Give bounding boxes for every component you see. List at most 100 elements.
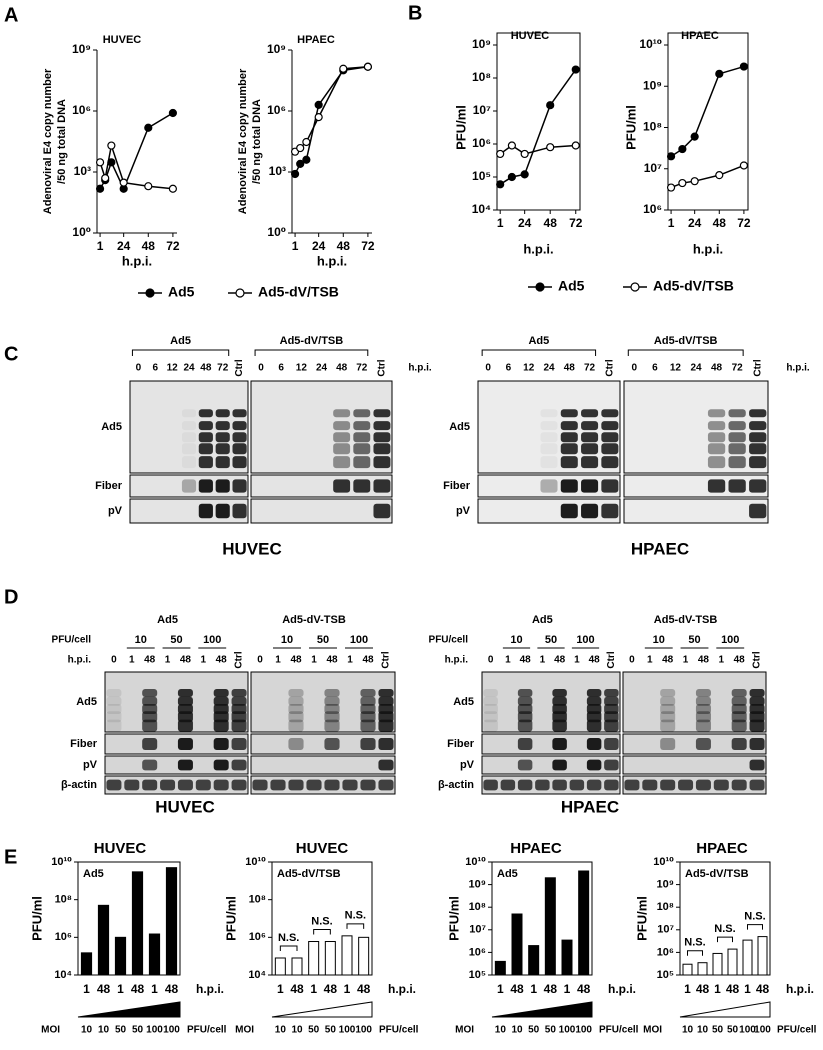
plot-frame bbox=[496, 32, 581, 211]
blot-band bbox=[215, 479, 230, 493]
blot-band bbox=[232, 432, 247, 443]
lane-label: 0 bbox=[258, 363, 264, 374]
blot-band bbox=[288, 779, 304, 791]
row-label: pV bbox=[460, 759, 475, 771]
row-label: β-actin bbox=[61, 779, 97, 791]
blot-band bbox=[177, 779, 193, 791]
blot-panel bbox=[250, 733, 396, 755]
blot-band bbox=[749, 689, 765, 697]
blot-band bbox=[483, 719, 498, 732]
blot-band bbox=[517, 738, 533, 750]
cell-label: HUVEC bbox=[222, 539, 282, 558]
group-label: Ad5-dV-TSB bbox=[282, 614, 346, 626]
data-point bbox=[546, 101, 555, 110]
group-bracket bbox=[627, 349, 744, 356]
blot-band bbox=[177, 759, 193, 771]
data-point bbox=[119, 178, 128, 187]
blot-band bbox=[177, 719, 193, 732]
blot-band bbox=[517, 759, 533, 771]
y-tick-label: 10⁵ bbox=[469, 969, 486, 981]
moi-label: 10 bbox=[697, 1025, 709, 1036]
blot-band bbox=[288, 696, 304, 706]
blot-band bbox=[586, 689, 602, 697]
bar bbox=[528, 945, 540, 976]
x-tick-label: 1 bbox=[744, 982, 751, 996]
blot-band bbox=[378, 759, 394, 771]
data-point bbox=[739, 161, 748, 170]
x-tick-label: 48 bbox=[696, 982, 710, 996]
blot-band bbox=[731, 711, 747, 723]
data-point bbox=[571, 141, 580, 150]
plot-frame bbox=[271, 861, 373, 976]
data-point bbox=[520, 170, 529, 179]
blot-band bbox=[360, 779, 376, 791]
dose-label: 10 bbox=[135, 634, 147, 646]
moi-label: 50 bbox=[528, 1025, 540, 1036]
blot-band bbox=[586, 696, 602, 706]
lane-label: 1 bbox=[647, 655, 653, 666]
data-point bbox=[302, 137, 311, 147]
data-point bbox=[314, 100, 323, 109]
y-tick-label: 10⁹ bbox=[472, 37, 491, 51]
blot-band bbox=[378, 719, 394, 732]
lane-label: 1 bbox=[275, 655, 281, 666]
x-tick-label: 1 bbox=[684, 982, 691, 996]
blot-band bbox=[353, 432, 371, 443]
x-tick-label: 1 bbox=[497, 982, 504, 996]
moi-wedge bbox=[491, 1001, 593, 1018]
x-tick-label: 24 bbox=[518, 216, 532, 230]
data-point bbox=[690, 132, 699, 141]
y-tick-label: 10⁸ bbox=[55, 894, 72, 906]
data-point bbox=[666, 183, 676, 192]
data-point bbox=[546, 143, 555, 152]
blot-band bbox=[731, 738, 747, 750]
blot-panel bbox=[481, 775, 621, 795]
blot-panel bbox=[104, 775, 249, 795]
lane-label: 48 bbox=[711, 363, 723, 374]
y-tick-label: 10⁷ bbox=[469, 924, 486, 936]
blot-band bbox=[581, 503, 599, 519]
chart-title: HPAEC bbox=[297, 34, 335, 46]
dose-label: 100 bbox=[203, 634, 221, 646]
x-tick-label: 48 bbox=[357, 982, 371, 996]
y-tick-label: 10³ bbox=[74, 164, 91, 178]
lane-label: 12 bbox=[670, 363, 682, 374]
lane-label: 1 bbox=[347, 655, 353, 666]
blot-band bbox=[695, 779, 711, 791]
blot-band bbox=[215, 432, 230, 443]
x-tick-label: 48 bbox=[337, 239, 351, 253]
lane-label: 1 bbox=[540, 655, 546, 666]
blot-band bbox=[342, 779, 358, 791]
plot-frame bbox=[679, 861, 771, 976]
blot-panel bbox=[622, 755, 767, 775]
y-tick-label: 10⁵ bbox=[472, 169, 491, 183]
x-tick-label: 1 bbox=[117, 982, 124, 996]
y-tick-label: 10¹⁰ bbox=[639, 37, 662, 51]
blot-panel bbox=[481, 733, 621, 755]
blot-band bbox=[215, 421, 230, 431]
x-tick-label: 1 bbox=[530, 982, 537, 996]
dose-label: 50 bbox=[317, 634, 329, 646]
blot-band bbox=[232, 456, 247, 469]
lane-label: 6 bbox=[153, 363, 159, 374]
x-axis-label: h.p.i. bbox=[196, 982, 224, 996]
y-tick-label: 10⁶ bbox=[72, 103, 91, 117]
blot-band bbox=[177, 696, 193, 706]
blot-band bbox=[288, 689, 304, 697]
blot-band bbox=[333, 421, 351, 431]
significance-bracket bbox=[279, 945, 298, 951]
x-tick-label: 48 bbox=[324, 982, 338, 996]
bar bbox=[291, 957, 303, 976]
blot-band bbox=[552, 696, 567, 706]
blot-band bbox=[604, 711, 619, 723]
significance-bracket bbox=[346, 923, 365, 929]
blot-panel bbox=[622, 775, 767, 795]
blot-band bbox=[198, 432, 213, 443]
lane-label: Ctrl bbox=[752, 359, 763, 376]
group-label: Ad5-dV-TSB bbox=[654, 614, 718, 626]
y-tick-label: 10⁷ bbox=[644, 161, 662, 175]
blot-band bbox=[749, 421, 767, 431]
blot-band bbox=[333, 409, 351, 418]
y-axis-label: PFU/ml bbox=[29, 896, 44, 941]
x-tick-label: 1 bbox=[564, 982, 571, 996]
